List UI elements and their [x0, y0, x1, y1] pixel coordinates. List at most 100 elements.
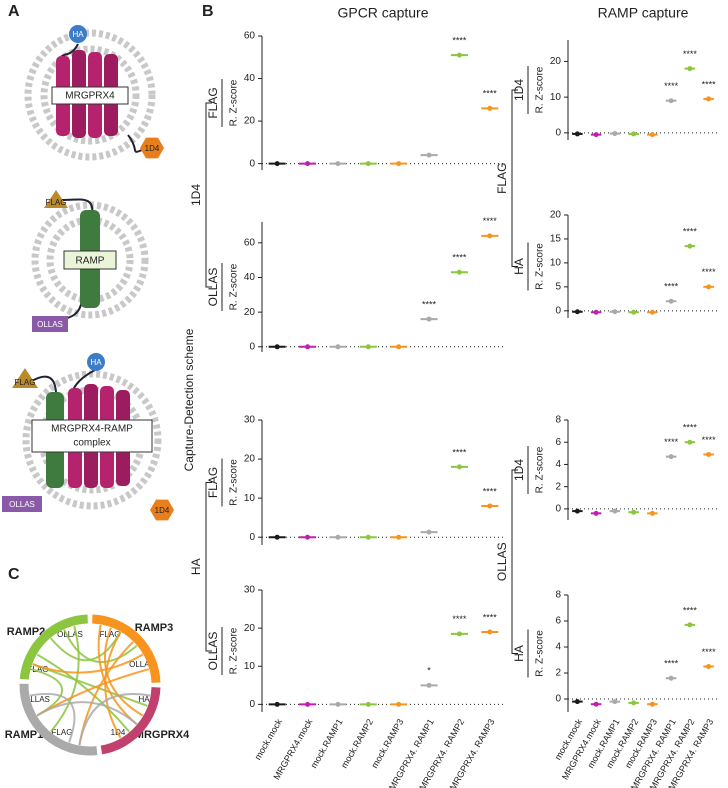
x-tick-label: mock.mock: [253, 717, 285, 762]
chord-label: OLLAS: [24, 695, 50, 704]
mean-dot: [456, 269, 462, 275]
mean-dot: [574, 508, 580, 514]
y-tick-label: 0: [249, 532, 255, 543]
column-title: RAMP capture: [598, 5, 689, 21]
mean-dot: [593, 309, 599, 315]
tag-label: OLLAS: [37, 320, 63, 329]
mean-dot: [612, 131, 618, 137]
y-tick-label: 20: [244, 116, 256, 127]
y-tick-label: 0: [555, 127, 561, 138]
mean-dot: [396, 701, 402, 707]
panel-letter: A: [8, 3, 20, 20]
mean-dot: [631, 509, 637, 515]
mean-dot: [274, 701, 280, 707]
chord: [63, 629, 138, 663]
y-tick-label: 60: [244, 31, 256, 42]
mean-dot: [487, 629, 493, 635]
significance: ****: [683, 49, 698, 59]
significance: ****: [483, 486, 498, 496]
mean-dot: [365, 161, 371, 167]
chord-arc: [19, 683, 98, 756]
tag-label: FLAG: [46, 198, 67, 207]
significance: ****: [422, 299, 437, 309]
panel-letter: B: [202, 3, 214, 20]
y-tick-label: 4: [555, 642, 561, 653]
capture-label: HA: [189, 558, 203, 575]
y-tick-label: 20: [244, 454, 256, 465]
significance: ****: [664, 81, 679, 91]
detection-label: 1D4: [512, 459, 526, 481]
y-tick-label: 0: [555, 305, 561, 316]
y-tick-label: 0: [249, 158, 255, 169]
mean-dot: [612, 508, 618, 514]
mean-dot: [706, 284, 712, 290]
chord-group-label: RAMP3: [135, 622, 174, 634]
mean-dot: [649, 510, 655, 516]
y-tick-label: 10: [244, 493, 256, 504]
tag: [32, 316, 68, 332]
chord-label: FLAG: [52, 728, 73, 737]
y-axis-label: R. Z-score: [535, 66, 546, 113]
mean-dot: [612, 699, 618, 705]
mean-dot: [365, 701, 371, 707]
mean-dot: [335, 534, 341, 540]
capture-label: 1D4: [189, 184, 203, 206]
mean-dot: [396, 344, 402, 350]
y-axis-label: R. Z-score: [535, 630, 546, 677]
significance: ****: [483, 216, 498, 226]
protein-label: complex: [73, 438, 110, 449]
complex-diagram: MRGPRX4-RAMP complex FLAG HA OLLAS 1D4: [2, 353, 174, 521]
significance: ****: [683, 423, 698, 433]
chord: [50, 631, 122, 662]
y-tick-label: 30: [244, 585, 256, 596]
detection-label: OLLAS: [206, 632, 220, 671]
membrane: [22, 370, 162, 510]
chord-group-label: MRGPRX4: [135, 729, 190, 741]
significance: ****: [483, 89, 498, 99]
y-tick-label: 8: [555, 415, 561, 426]
significance: ****: [664, 282, 679, 292]
chord-label: OLLAS: [57, 630, 83, 639]
protein-label: RAMP: [76, 256, 105, 267]
mean-dot: [487, 105, 493, 111]
tag: [87, 353, 105, 371]
significance: ****: [452, 36, 467, 46]
significance: ****: [664, 659, 679, 669]
y-axis-label: R. Z-score: [229, 459, 240, 506]
y-tick-label: 20: [244, 623, 256, 634]
y-tick-label: 10: [550, 258, 562, 269]
mean-dot: [593, 701, 599, 707]
y-tick-label: 2: [555, 481, 561, 492]
significance: ****: [683, 605, 698, 615]
mean-dot: [706, 664, 712, 669]
detection-label: FLAG: [206, 87, 220, 118]
gpcr-diagram: MRGPRX4 HA 1D4: [24, 25, 164, 161]
chord-group-label: RAMP2: [7, 626, 46, 638]
mean-dot: [305, 344, 311, 350]
mean-dot: [456, 52, 462, 58]
significance: ****: [483, 612, 498, 622]
capture-label: FLAG: [495, 163, 509, 194]
y-tick-label: 10: [244, 661, 256, 672]
y-tick-label: 0: [555, 694, 561, 705]
mean-dot: [426, 152, 432, 158]
x-tick-label: mock.RAMP1: [309, 717, 345, 770]
chord: [104, 631, 122, 739]
mean-dot: [396, 534, 402, 540]
significance: ****: [702, 435, 717, 445]
mean-dot: [365, 344, 371, 350]
chord-label: OLLAS: [129, 660, 155, 669]
capture-bracket: [205, 102, 212, 288]
chord-group-label: RAMP1: [5, 729, 44, 741]
mean-dot: [631, 309, 637, 315]
mean-dot: [649, 309, 655, 315]
mean-dot: [706, 451, 712, 457]
panel-letter: C: [8, 566, 20, 583]
tag-label: HA: [90, 358, 102, 367]
mean-dot: [335, 344, 341, 350]
significance: ****: [702, 267, 717, 277]
significance: ****: [683, 227, 698, 237]
y-tick-label: 15: [550, 234, 562, 245]
chord-arc: [100, 687, 161, 755]
